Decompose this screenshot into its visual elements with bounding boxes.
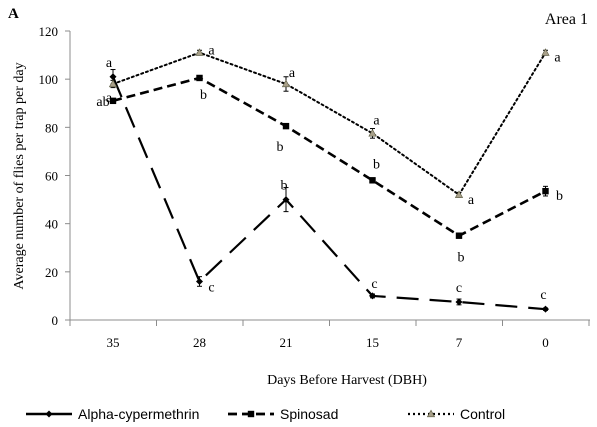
x-tick-label: 15 (366, 335, 379, 350)
data-point (368, 128, 377, 137)
x-tick-label: 35 (107, 335, 120, 350)
significance-letter: c (540, 288, 546, 303)
chart-title: Area 1 (545, 11, 588, 28)
y-tick-label: 120 (39, 24, 59, 39)
significance-letter: b (458, 251, 465, 266)
data-point (282, 196, 290, 204)
legend-label: Control (460, 406, 505, 422)
significance-letter: b (373, 157, 380, 172)
significance-letter: a (208, 44, 215, 59)
significance-letter: ab (96, 95, 109, 110)
data-point (109, 73, 117, 81)
data-point (541, 48, 550, 56)
data-point (454, 190, 464, 198)
data-point-legend (247, 410, 255, 418)
data-point (108, 79, 118, 88)
panel-label: A (8, 6, 19, 22)
x-tick-label: 7 (456, 335, 463, 350)
significance-letter: c (371, 277, 377, 292)
data-point (542, 305, 549, 313)
significance-letter: c (456, 281, 462, 296)
legend: Alpha-cypermethrin Spinosad Control (26, 406, 505, 422)
significance-letter: a (554, 51, 561, 66)
y-tick-label: 40 (45, 217, 58, 232)
legend-item: Spinosad (228, 406, 338, 422)
legend-item: Control (408, 406, 505, 422)
significance-letter: a (106, 56, 113, 71)
x-tick-label: 28 (193, 335, 206, 350)
series-line (112, 76, 547, 238)
x-axis-label: Days Before Harvest (DBH) (267, 373, 427, 388)
significance-letter: b (281, 179, 288, 194)
data-point (281, 79, 291, 88)
y-axis-label: Average number of flies per trap per day (12, 62, 27, 289)
significance-letter: a (106, 91, 113, 106)
data-point (196, 74, 203, 82)
data-point (542, 187, 549, 195)
series-control: a a a a a a (106, 44, 562, 208)
legend-label: Spinosad (280, 406, 338, 422)
significance-letter: a (373, 113, 380, 128)
x-tick-label: 21 (280, 335, 293, 350)
data-point (369, 292, 376, 300)
significance-letter: a (289, 66, 296, 81)
series-line (111, 76, 546, 311)
y-tick-label: 80 (45, 120, 58, 135)
legend-label: Alpha-cypermethrin (78, 406, 199, 422)
data-point-legend (45, 410, 53, 418)
significance-letter: a (468, 193, 475, 208)
y-tick-label: 100 (39, 72, 59, 87)
significance-letter: b (200, 88, 207, 103)
series-line (112, 51, 547, 197)
data-point (455, 298, 463, 306)
data-point-legend (426, 409, 436, 418)
significance-letter: b (277, 140, 284, 155)
y-tick-label: 60 (45, 169, 58, 184)
data-point (109, 97, 117, 105)
data-point (195, 48, 204, 56)
y-tick-label: 0 (52, 313, 59, 328)
data-point (455, 232, 463, 239)
data-point (282, 122, 290, 130)
x-tick-label: 0 (542, 335, 549, 350)
legend-item: Alpha-cypermethrin (26, 406, 199, 422)
data-point (369, 177, 376, 184)
y-tick-label: 20 (45, 265, 58, 280)
significance-letter: b (556, 189, 563, 204)
significance-letter: c (208, 280, 214, 295)
axes: 0 20 40 60 80 100 120 35 28 21 15 7 0 (39, 24, 590, 350)
data-point (196, 277, 203, 285)
